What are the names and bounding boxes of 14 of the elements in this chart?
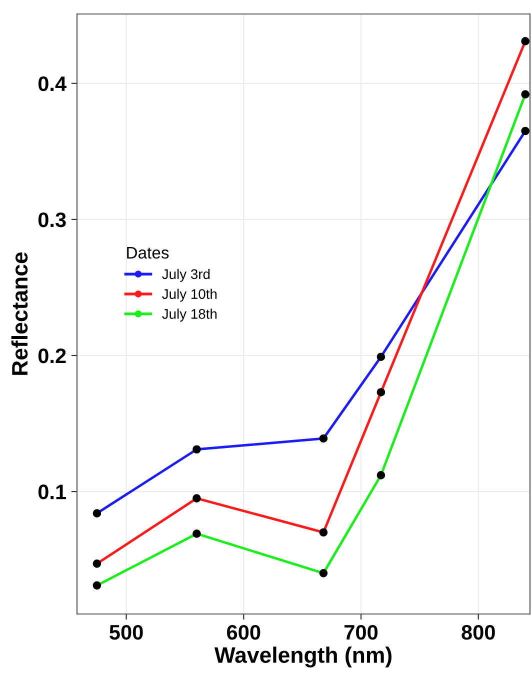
legend-label: July 18th (162, 308, 217, 322)
y-tick-label: 0.1 (38, 484, 66, 500)
legend-title: Dates (127, 247, 169, 259)
legend-label: July 10th (162, 288, 217, 302)
legend-label: July 3rd (162, 268, 210, 282)
x-tick-label: 700 (344, 624, 378, 640)
x-axis-title: Wavelength (nm) (214, 646, 392, 668)
y-tick-label: 0.3 (38, 212, 66, 228)
x-tick-label: 600 (227, 624, 260, 640)
y-axis-title: Reflectance (11, 252, 28, 375)
y-tick-label: 0.2 (38, 348, 66, 364)
x-tick-label: 800 (462, 624, 495, 640)
y-tick-label: 0.4 (38, 76, 66, 92)
x-tick-label: 500 (110, 624, 143, 640)
